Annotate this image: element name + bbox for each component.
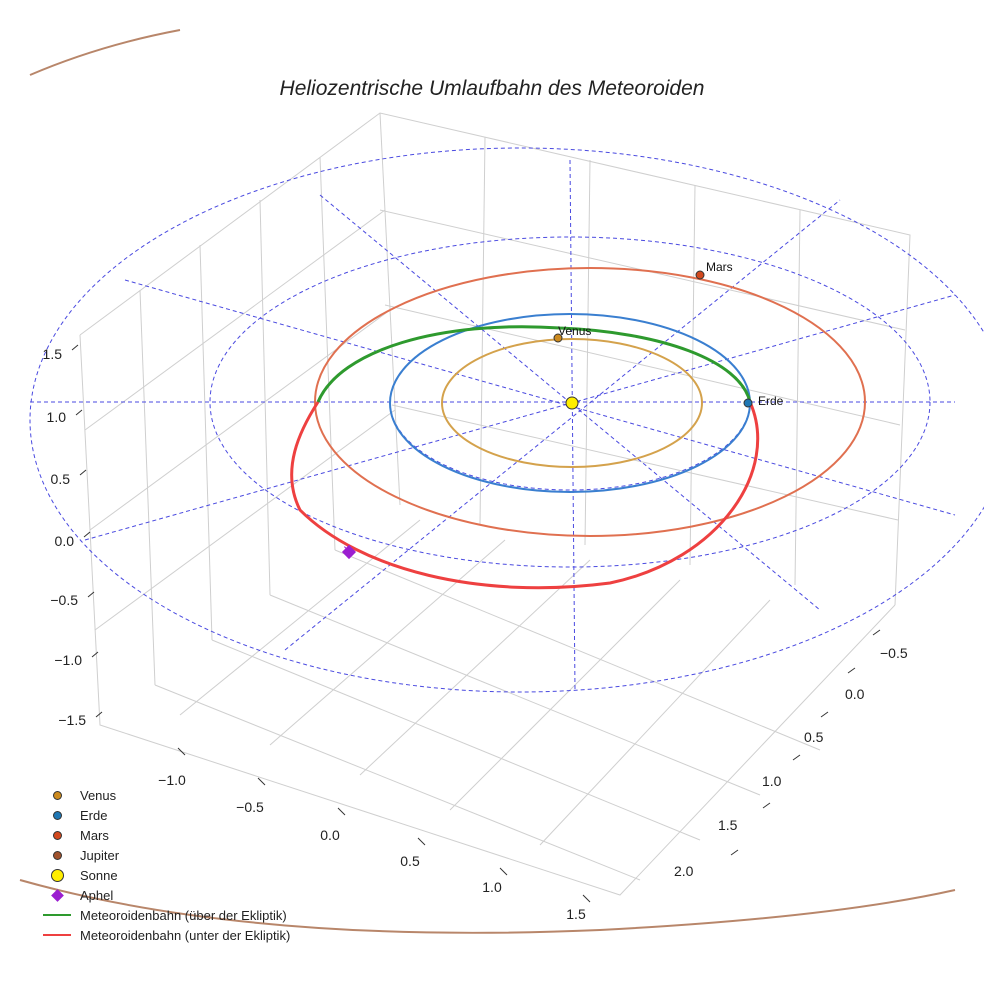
y-tick: 1.5 [718, 817, 738, 833]
meteoroid-orbit-below [290, 401, 760, 590]
y-tick: −0.5 [880, 645, 908, 661]
z-tick: −1.5 [58, 712, 86, 728]
sonne-legend-icon [50, 868, 64, 882]
mars-marker [695, 270, 705, 280]
jupiter-legend-icon [52, 850, 62, 860]
legend-label: Aphel [80, 887, 114, 903]
y-tick: 0.0 [845, 686, 865, 702]
legend-item-orbit-above: Meteoroidenbahn (über der Ekliptik) [40, 905, 290, 925]
legend-item-aphel: Aphel [40, 885, 290, 905]
mars-legend-icon [52, 830, 62, 840]
z-axis-ticks [71, 344, 103, 718]
mars-orbit [314, 267, 866, 537]
x-tick: −0.5 [236, 799, 264, 815]
x-tick: 0.0 [320, 827, 340, 843]
sun-marker [565, 396, 579, 410]
chart-title: Heliozentrische Umlaufbahn des Meteoroid… [280, 77, 705, 100]
ecliptic-reference [29, 147, 984, 693]
erde-legend-icon [52, 810, 62, 820]
legend-label: Sonne [80, 867, 118, 883]
legend-item-sonne: Sonne [40, 865, 290, 885]
x-tick: 0.5 [400, 853, 420, 869]
legend: Venus Erde Mars Jupiter Sonne Aphel Mete… [40, 785, 290, 945]
aphel-cross: × [343, 541, 351, 557]
legend-label: Mars [80, 827, 109, 843]
green-line-legend-icon [43, 914, 71, 916]
y-axis-ticks [730, 629, 881, 856]
y-tick: 0.5 [804, 729, 824, 745]
earth-marker [743, 398, 753, 408]
aphel-marker [341, 544, 357, 560]
z-tick: 0.5 [51, 471, 71, 487]
legend-item-venus: Venus [40, 785, 290, 805]
x-tick: 1.5 [566, 906, 586, 922]
z-tick: −0.5 [50, 592, 78, 608]
red-line-legend-icon [43, 934, 71, 936]
mars-label: Mars [706, 260, 733, 274]
axis-grid [79, 112, 911, 896]
legend-item-mars: Mars [40, 825, 290, 845]
legend-label: Jupiter [80, 847, 120, 863]
legend-item-orbit-below: Meteoroidenbahn (unter der Ekliptik) [40, 925, 290, 945]
legend-label: Meteoroidenbahn (unter der Ekliptik) [80, 927, 291, 943]
venus-label: Venus [558, 324, 591, 338]
jupiter-orbit-top-arc [29, 29, 181, 76]
y-tick: 1.0 [762, 773, 782, 789]
aphel-legend-icon [50, 888, 64, 902]
legend-label: Meteoroidenbahn (über der Ekliptik) [80, 907, 287, 923]
jupiter-orbit-bottom-arc [19, 879, 956, 934]
venus-orbit [441, 338, 703, 468]
z-tick: 1.5 [43, 346, 63, 362]
earth-label: Erde [758, 394, 784, 408]
x-tick: −1.0 [158, 772, 186, 788]
z-tick: 0.0 [55, 533, 75, 549]
y-tick: 2.0 [674, 863, 694, 879]
legend-item-jupiter: Jupiter [40, 845, 290, 865]
venus-marker [553, 333, 563, 343]
x-axis-ticks [177, 747, 591, 903]
meteoroid-orbit-above [316, 325, 752, 403]
venus-legend-icon [52, 790, 62, 800]
legend-item-erde: Erde [40, 805, 290, 825]
legend-label: Venus [80, 787, 117, 803]
x-tick: 1.0 [482, 879, 502, 895]
z-tick: 1.0 [47, 409, 67, 425]
legend-label: Erde [80, 807, 108, 823]
z-tick: −1.0 [54, 652, 82, 668]
